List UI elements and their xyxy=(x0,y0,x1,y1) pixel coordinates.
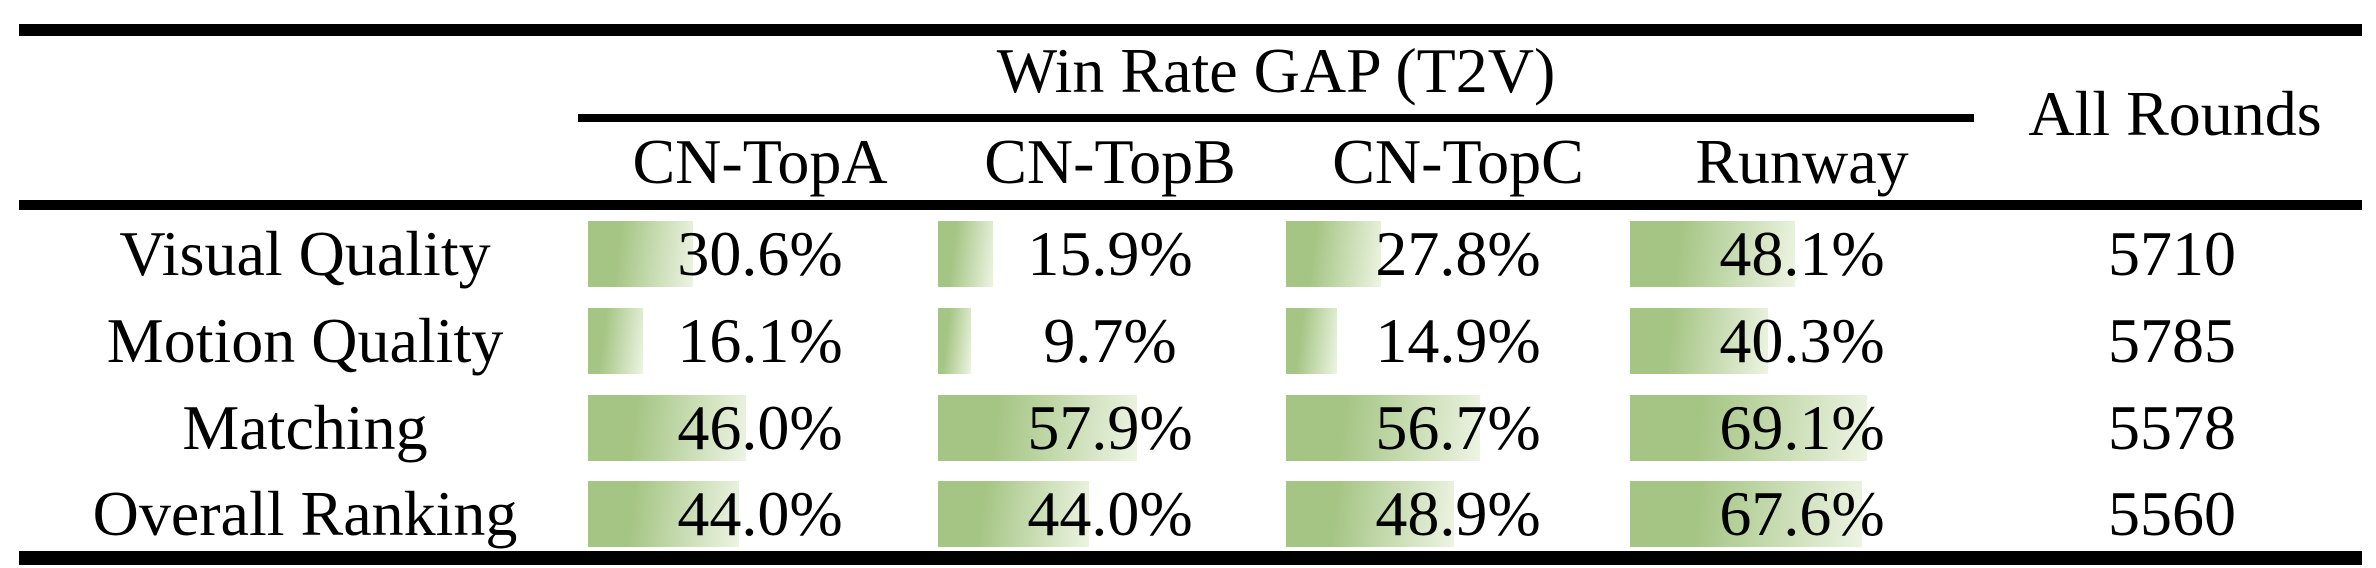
pct-bar xyxy=(588,221,693,287)
pct-cell: 48.1% xyxy=(1630,210,1974,298)
pct-bar xyxy=(938,221,993,287)
table-row: Matching 46.0% 57.9% 56.7% 69.1% 5578 xyxy=(0,384,2376,472)
row-label: Visual Quality xyxy=(119,218,491,289)
row-label: Motion Quality xyxy=(106,305,504,376)
group-header-title: Win Rate GAP (T2V) xyxy=(996,35,1556,106)
all-rounds-value: 5578 xyxy=(2108,392,2236,463)
pct-bar xyxy=(1286,395,1481,461)
column-header-all-rounds: All Rounds xyxy=(2028,78,2322,149)
pct-cell: 48.9% xyxy=(1286,470,1630,558)
pct-cell: 44.0% xyxy=(588,470,932,558)
pct-value: 27.8% xyxy=(1375,218,1541,289)
pct-cell: 27.8% xyxy=(1286,210,1630,298)
pct-value: 14.9% xyxy=(1375,305,1541,376)
pct-bar xyxy=(1630,221,1795,287)
pct-bar xyxy=(1286,221,1382,287)
pct-value: 69.1% xyxy=(1719,392,1885,463)
pct-value: 48.9% xyxy=(1375,478,1541,549)
pct-bar xyxy=(938,481,1089,547)
row-label: Matching xyxy=(182,392,428,463)
pct-cell: 15.9% xyxy=(938,210,1282,298)
pct-bar xyxy=(588,395,746,461)
table-row: Visual Quality 30.6% 15.9% 27.8% 48.1% 5… xyxy=(0,210,2376,298)
column-header-cn-topb: CN-TopB xyxy=(984,126,1236,197)
table-row: Motion Quality 16.1% 9.7% 14.9% 40.3% 57… xyxy=(0,297,2376,385)
pct-bar xyxy=(588,308,644,374)
pct-value: 40.3% xyxy=(1719,305,1885,376)
pct-cell: 57.9% xyxy=(938,384,1282,472)
pct-bar xyxy=(588,481,739,547)
pct-value: 48.1% xyxy=(1719,218,1885,289)
row-label: Overall Ranking xyxy=(92,478,518,549)
table-row: Overall Ranking 44.0% 44.0% 48.9% 67.6% … xyxy=(0,470,2376,558)
pct-cell: 67.6% xyxy=(1630,470,1974,558)
pct-cell: 16.1% xyxy=(588,297,932,385)
pct-cell: 30.6% xyxy=(588,210,932,298)
pct-cell: 56.7% xyxy=(1286,384,1630,472)
all-rounds-value: 5710 xyxy=(2108,218,2236,289)
column-header-cn-topc: CN-TopC xyxy=(1332,126,1584,197)
pct-value: 56.7% xyxy=(1375,392,1541,463)
pct-bar xyxy=(1630,481,1862,547)
all-rounds-value: 5560 xyxy=(2108,478,2236,549)
pct-cell: 69.1% xyxy=(1630,384,1974,472)
pct-bar xyxy=(1286,308,1338,374)
header-separator-rule xyxy=(19,200,2362,210)
all-rounds-value: 5785 xyxy=(2108,305,2236,376)
pct-cell: 46.0% xyxy=(588,384,932,472)
pct-value: 30.6% xyxy=(677,218,843,289)
pct-value: 15.9% xyxy=(1027,218,1193,289)
column-header-cn-topa: CN-TopA xyxy=(632,126,888,197)
table-bottom-rule xyxy=(19,551,2362,565)
pct-cell: 40.3% xyxy=(1630,297,1974,385)
pct-value: 46.0% xyxy=(677,392,843,463)
column-header-runway: Runway xyxy=(1695,126,1909,197)
pct-bar xyxy=(1630,308,1769,374)
pct-value: 9.7% xyxy=(1043,305,1177,376)
pct-value: 67.6% xyxy=(1719,478,1885,549)
pct-value: 44.0% xyxy=(677,478,843,549)
pct-bar xyxy=(1286,481,1454,547)
pct-value: 57.9% xyxy=(1027,392,1193,463)
pct-bar xyxy=(938,395,1137,461)
pct-cell: 9.7% xyxy=(938,297,1282,385)
pct-cell: 44.0% xyxy=(938,470,1282,558)
pct-value: 16.1% xyxy=(677,305,843,376)
pct-bar xyxy=(938,308,972,374)
pct-value: 44.0% xyxy=(1027,478,1193,549)
pct-cell: 14.9% xyxy=(1286,297,1630,385)
group-header-underline xyxy=(578,114,1974,122)
pct-bar xyxy=(1630,395,1867,461)
table-top-rule xyxy=(19,24,2362,36)
